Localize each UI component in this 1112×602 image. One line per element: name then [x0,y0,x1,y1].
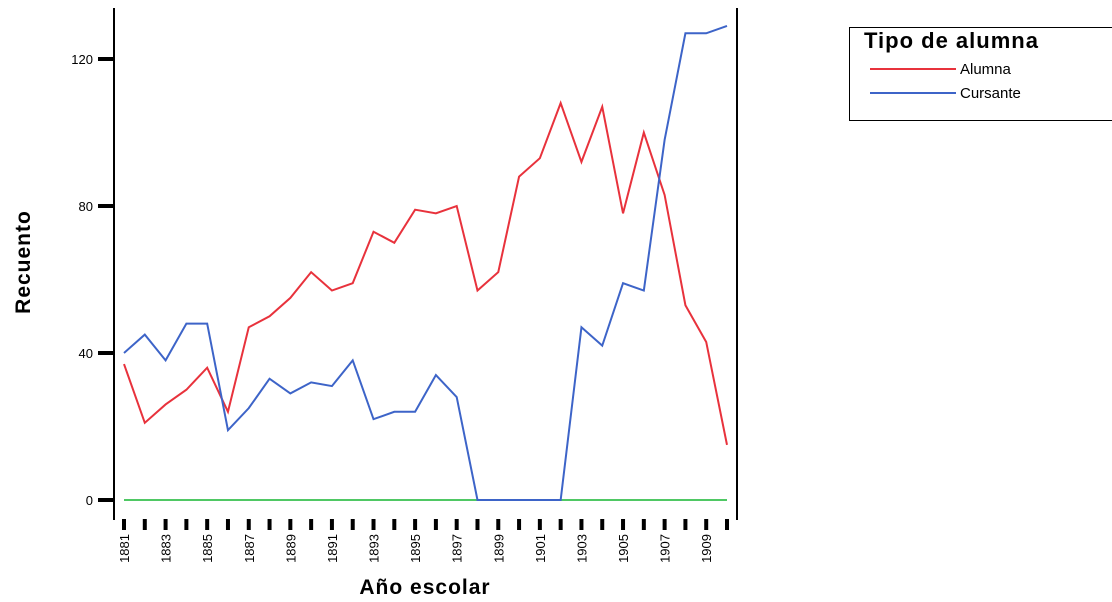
x-axis-ticks: 1881 1883 1885 1887 1889 1891 1893 1895 1897 1899… [117,519,729,563]
legend-label-cursante: Cursante [960,84,1021,102]
y-axis-title: Recuento [12,210,35,314]
x-axis-title: Año escolar [359,576,490,599]
x-tick-label: 1891 [325,534,340,563]
x-tick-label: 1883 [159,534,174,563]
legend-label-alumna: Alumna [960,60,1011,78]
legend-title: Tipo de alumna [864,28,1039,53]
y-tick-label: 80 [79,199,93,214]
series-lines [123,24,728,501]
x-tick-label: 1885 [200,534,215,563]
x-tick-label: 1887 [242,534,257,563]
x-tick-label: 1907 [658,534,673,563]
x-tick-label: 1895 [408,534,423,563]
y-tick-label: 40 [79,346,93,361]
x-tick-label: 1899 [491,534,506,563]
legend-item-cursante: Cursante [870,84,1021,102]
x-tick-label: 1881 [117,534,132,563]
y-tick-label: 0 [86,493,93,508]
x-tick-label: 1903 [574,534,589,563]
x-tick-label: 1905 [616,534,631,563]
legend-swatch-alumna [870,68,956,70]
y-axis-ticks: 0 40 80 120 [71,52,114,508]
y-tick-label: 120 [71,52,93,67]
x-tick-label: 1909 [699,534,714,563]
x-tick-label: 1901 [533,534,548,563]
legend-swatch-cursante [870,92,956,94]
x-tick-label: 1889 [283,534,298,563]
legend-item-alumna: Alumna [870,60,1011,78]
series-line-alumna [123,100,728,446]
legend: Tipo de alumna Alumna Cursante [849,27,1112,121]
x-tick-label: 1897 [450,534,465,563]
series-line-cursante [123,24,728,501]
frame [113,8,738,520]
x-tick-label: 1893 [367,534,382,563]
